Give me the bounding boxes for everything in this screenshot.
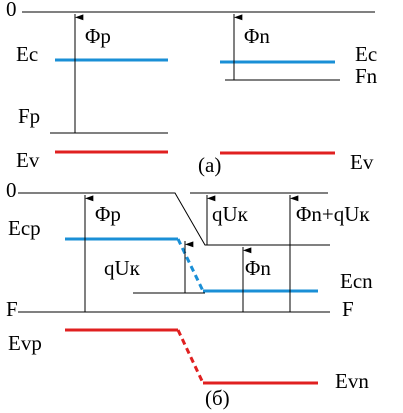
label: Ec <box>355 42 377 66</box>
label: Ev <box>16 148 40 172</box>
label: qUк <box>104 256 141 280</box>
label: Ec <box>16 42 38 66</box>
label: qUк <box>212 202 249 226</box>
label: Φn <box>244 24 270 48</box>
label: Φn+qUк <box>296 202 370 226</box>
label: Evp <box>8 331 42 355</box>
label: F <box>6 297 18 321</box>
label: 0 <box>6 178 17 202</box>
vacuum-level <box>18 192 330 246</box>
ec-transition <box>176 238 205 292</box>
label: Φp <box>95 202 121 226</box>
caption: (a) <box>198 153 221 177</box>
panel-b: 0 Ecp Φp qUк qUк Φn+qUк Φn Ecn F F Evp E… <box>6 178 373 410</box>
caption: (б) <box>205 386 230 410</box>
label: Ecp <box>8 216 41 240</box>
label: Φp <box>85 24 111 48</box>
label: F <box>342 297 354 321</box>
label: 0 <box>6 0 17 21</box>
label: Evn <box>335 369 369 393</box>
label: Ev <box>350 150 374 174</box>
label: Ecn <box>340 269 373 293</box>
label: Φn <box>245 256 271 280</box>
panel-a: 0 Φp Φn Ec Ec Fp Fn Ev Ev (a) <box>6 0 378 177</box>
label: Fn <box>355 64 378 88</box>
label: Fp <box>18 104 40 128</box>
ev-transition <box>176 329 205 384</box>
